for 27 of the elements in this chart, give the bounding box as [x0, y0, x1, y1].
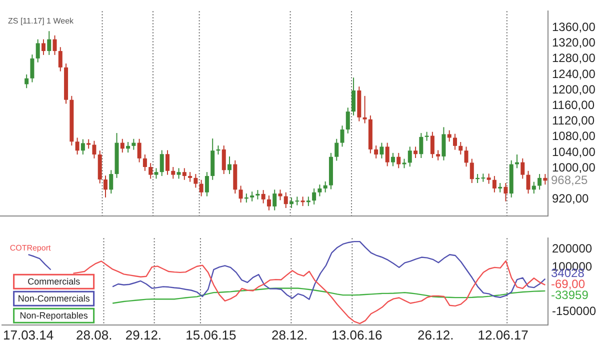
y-tick-label: 1200,00 — [552, 82, 596, 96]
y-tick-label: 1360,00 — [552, 20, 596, 34]
y-tick-label: 1040,00 — [552, 144, 596, 159]
y-tick-label: 1240,00 — [552, 66, 596, 81]
y-tick-label: 200000 — [552, 242, 592, 256]
x-tick-label: 13.06.16 — [332, 327, 382, 342]
y-tick-label: -150000 — [552, 304, 596, 318]
x-tick-label: 26.12. — [418, 327, 454, 342]
y-tick-label: 1000,00 — [552, 160, 596, 174]
text: Non-Commercials — [18, 294, 90, 304]
x-tick-label: 28.12. — [271, 327, 308, 342]
text: ZS [11.17] 1 Week — [8, 16, 75, 26]
x-tick-label: 15.06.15 — [186, 327, 236, 342]
annotation: 968,25 — [551, 172, 588, 187]
x-tick-label: 28.08. — [76, 327, 112, 342]
y-tick-label: 1160,00 — [552, 98, 595, 112]
text: COTReport — [10, 243, 52, 252]
y-tick-label: 1280,00 — [552, 51, 596, 66]
series-label: Commercials — [28, 276, 81, 287]
x-tick-label: 17.03.14 — [2, 327, 54, 342]
y-tick-label: 1320,00 — [552, 36, 596, 50]
text: Non-Reportables — [20, 310, 88, 321]
y-tick-label: 920,00 — [552, 192, 590, 206]
x-tick-label: 29.12. — [125, 327, 162, 342]
x-tick-label: 12.06.17 — [478, 327, 528, 342]
y-tick-label: 1120,00 — [552, 114, 595, 128]
y-tick-label: 1080,00 — [552, 129, 596, 144]
